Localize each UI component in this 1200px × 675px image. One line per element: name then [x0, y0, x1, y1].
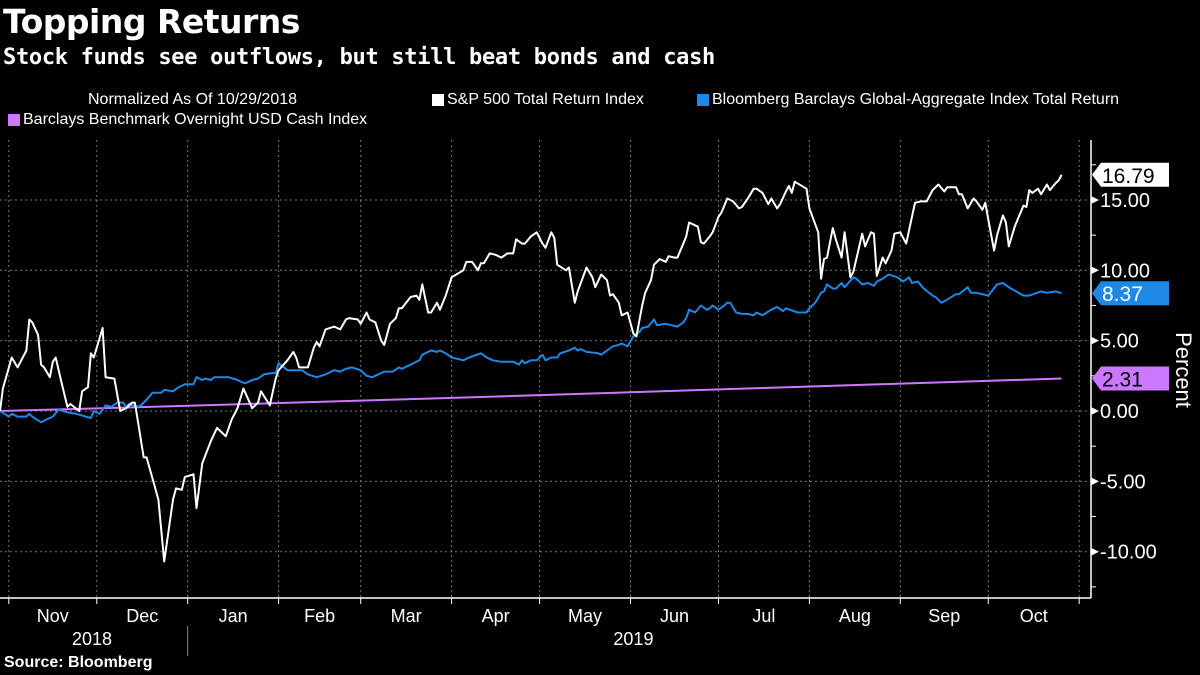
y-tick	[1091, 547, 1099, 556]
x-tick-label: Oct	[1020, 606, 1048, 626]
x-tick-label: Apr	[482, 606, 510, 626]
x-tick-label: Jun	[660, 606, 689, 626]
last-value-badge	[1092, 162, 1169, 187]
last-value-badge	[1092, 366, 1169, 391]
last-value-badge	[1092, 281, 1169, 306]
y-tick-label: 15.00	[1100, 190, 1150, 212]
series-line-cash	[0, 377, 1062, 412]
legend-swatch-sp500	[432, 94, 444, 106]
x-tick-label: May	[568, 606, 602, 626]
year-label: 2018	[72, 629, 112, 649]
legend-item-cash: Barclays Benchmark Overnight USD Cash In…	[8, 111, 367, 129]
x-tick-label: Aug	[839, 606, 871, 626]
x-tick-label: Feb	[304, 606, 335, 626]
legend-note: Normalized As Of 10/29/2018	[88, 91, 297, 109]
series-line-sp500	[0, 174, 1063, 563]
y-axis-label: Percent	[1171, 332, 1196, 408]
legend-item-global-agg: Bloomberg Barclays Global-Aggregate Inde…	[697, 91, 1119, 109]
legend-swatch-global-agg	[697, 94, 709, 106]
legend-label-sp500: S&P 500 Total Return Index	[447, 91, 644, 108]
legend-item-sp500: S&P 500 Total Return Index	[432, 91, 644, 109]
x-tick-label: Mar	[391, 606, 422, 626]
last-value-label: 8.37	[1102, 283, 1143, 306]
y-tick	[1091, 266, 1099, 275]
x-tick-label: Jan	[219, 606, 248, 626]
y-tick-label: -10.00	[1100, 542, 1157, 564]
source-note: Source: Bloomberg	[4, 654, 153, 671]
x-tick-label: Sep	[928, 606, 960, 626]
legend-note-text: Normalized As Of 10/29/2018	[88, 91, 298, 108]
legend-swatch-cash	[8, 114, 20, 126]
y-tick	[1091, 336, 1099, 345]
chart-title: Topping Returns	[3, 2, 300, 41]
y-tick	[1091, 477, 1099, 486]
y-tick-label: 5.00	[1100, 331, 1139, 353]
chart-subtitle: Stock funds see outflows, but still beat…	[3, 45, 715, 70]
last-value-label: 2.31	[1102, 368, 1143, 391]
x-tick-label: Dec	[126, 606, 158, 626]
x-tick-label: Nov	[37, 606, 69, 626]
legend-label-global-agg: Bloomberg Barclays Global-Aggregate Inde…	[712, 91, 1120, 108]
y-tick-label: 0.00	[1100, 401, 1139, 423]
year-label: 2019	[613, 629, 653, 649]
y-tick	[1091, 195, 1099, 204]
legend-label-cash: Barclays Benchmark Overnight USD Cash In…	[23, 111, 368, 128]
y-tick-label: 10.00	[1100, 260, 1150, 282]
last-value-label: 16.79	[1102, 165, 1155, 188]
x-tick-label: Jul	[752, 606, 775, 626]
y-tick-label: -5.00	[1100, 471, 1146, 493]
series-line-global-agg	[0, 273, 1062, 424]
y-tick	[1091, 407, 1099, 415]
